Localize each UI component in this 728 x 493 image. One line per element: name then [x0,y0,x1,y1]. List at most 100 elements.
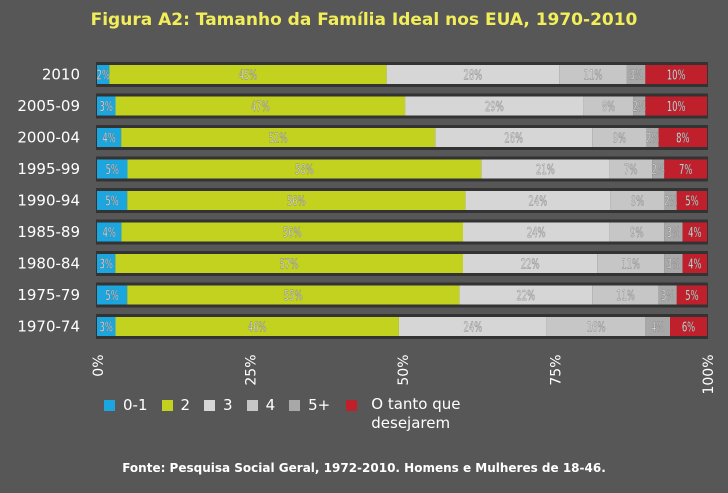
bar-segment [115,317,399,336]
data-label: 2% [646,130,659,146]
bar-segment [97,254,116,273]
bar-segment [546,317,646,336]
data-label: 22% [521,256,540,272]
x-tick-label: 0% [91,355,107,377]
bar-segment [97,65,110,84]
legend-swatch [246,399,258,411]
data-label: 24% [527,224,546,240]
bar-segment [682,254,707,273]
bar-segment [465,191,611,210]
legend-swatch [346,400,358,411]
bar-segment [652,159,665,179]
bar-segment [609,222,665,242]
legend-label: 0-1 [123,396,148,414]
legend-label: 5+ [308,396,331,414]
data-label: 3% [661,287,674,303]
bar-segment [97,159,128,179]
data-label: 28% [464,67,483,83]
data-label: 57% [280,256,299,272]
data-label: 21% [536,161,555,177]
bar-segment [97,222,122,242]
legend-item: 0-1 [104,395,148,415]
bar-segment [405,96,584,116]
category-label: 1995-99 [17,160,80,178]
bar-segment [609,159,653,179]
bar-segment [97,317,116,336]
bar-segment [597,254,665,273]
bar-segment [646,128,659,147]
data-label: 7% [624,161,637,177]
legend-label: 4 [265,396,276,414]
chart-title: Figura A2: Tamanho da Família Ideal nos … [90,10,638,30]
data-label: 4% [651,319,664,335]
data-label: 5% [685,193,698,209]
data-label: 56% [283,224,302,240]
bar-segment [97,96,116,116]
data-label: 46% [248,319,267,335]
bar-segment [109,65,387,84]
data-label: 2% [633,98,646,114]
bar-segment [121,128,436,147]
bar-segment [664,191,677,210]
category-label: 1980-84 [17,255,80,273]
bar-segment [645,96,707,116]
data-label: 11% [621,256,640,272]
bar-segment [121,222,464,242]
data-label: 10% [667,67,686,83]
legend-item: 4 [246,395,276,415]
legend-label: O tanto que desejarem [371,395,461,432]
bar-segment [658,128,707,147]
bar-segment [676,191,707,210]
bar-segment [626,65,646,84]
data-label: 3% [100,319,113,335]
bar-segment [127,285,460,305]
x-tick-label: 50% [396,355,412,386]
x-tick-label: 75% [549,355,565,386]
data-label: 3% [629,67,642,83]
data-label: 5% [106,161,119,177]
data-label: 10% [667,98,686,114]
bar-segment [583,96,634,116]
data-label: 2% [652,161,665,177]
data-label: 29% [485,98,504,114]
bar-segment [592,285,659,305]
data-label: 52% [269,130,288,146]
bar-segment [658,285,677,305]
data-label: 11% [616,287,635,303]
data-label: 22% [516,287,535,303]
data-label: 9% [630,224,643,240]
bar-segment [127,159,482,179]
data-label: 45% [239,67,258,83]
bar-segment [97,285,128,305]
bar-segment [463,254,598,273]
legend-swatch [104,399,115,411]
category-label: 2010 [42,66,80,84]
data-label: 7% [679,161,692,177]
legend-swatch [161,399,173,411]
category-label: 2005-09 [17,97,80,115]
legend-item: 3 [204,395,233,415]
data-label: 4% [103,224,116,240]
data-label: 56% [287,193,306,209]
data-label: 3% [667,224,680,240]
data-label: 4% [102,130,115,146]
bar-segment [664,159,707,179]
category-label: 2000-04 [17,129,80,147]
data-label: 58% [295,161,314,177]
bar-segment [386,65,560,84]
bar-segment [645,65,707,84]
data-label: 2% [664,193,677,209]
data-label: 3% [667,256,680,272]
data-label: 3% [99,256,112,272]
bar-segment [481,159,610,179]
bar-segment [645,317,671,336]
source-note: Fonte: Pesquisa Social Geral, 1972-2010.… [122,461,606,475]
data-label: 4% [688,256,701,272]
category-label: 1970-74 [17,318,80,336]
bar-segment [127,191,466,210]
chart-legend: 0-1 2 3 4 5+ O tanto que desejarem [104,395,485,432]
legend-label: 2 [180,396,191,414]
data-label: 8% [676,130,689,146]
bar-segment [463,222,610,242]
category-label: 1990-94 [17,192,80,210]
